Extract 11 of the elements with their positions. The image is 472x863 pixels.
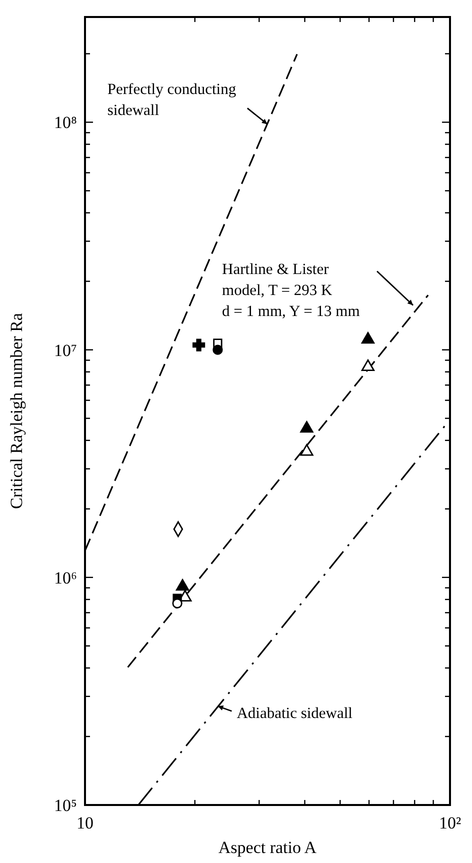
annotation: Adiabatic sidewall (236, 705, 352, 722)
x-axis-title: Aspect ratio A (218, 838, 318, 857)
annotation: Perfectly conducting sidewall (107, 81, 236, 120)
y-tick-label: 10⁸ (54, 113, 77, 132)
annotation: Hartline & Lister model, T = 293 K d = 1 mm, Y = 13 mm (222, 261, 360, 320)
y-tick-label: 10⁶ (54, 568, 77, 588)
y-axis-title: Critical Rayleigh number Ra (7, 312, 26, 509)
x-tick-label: 10 (76, 813, 94, 832)
x-tick-label: 10² (438, 813, 462, 832)
y-tick-label: 10⁷ (54, 340, 77, 360)
y-tick-label: 10⁵ (54, 796, 77, 815)
